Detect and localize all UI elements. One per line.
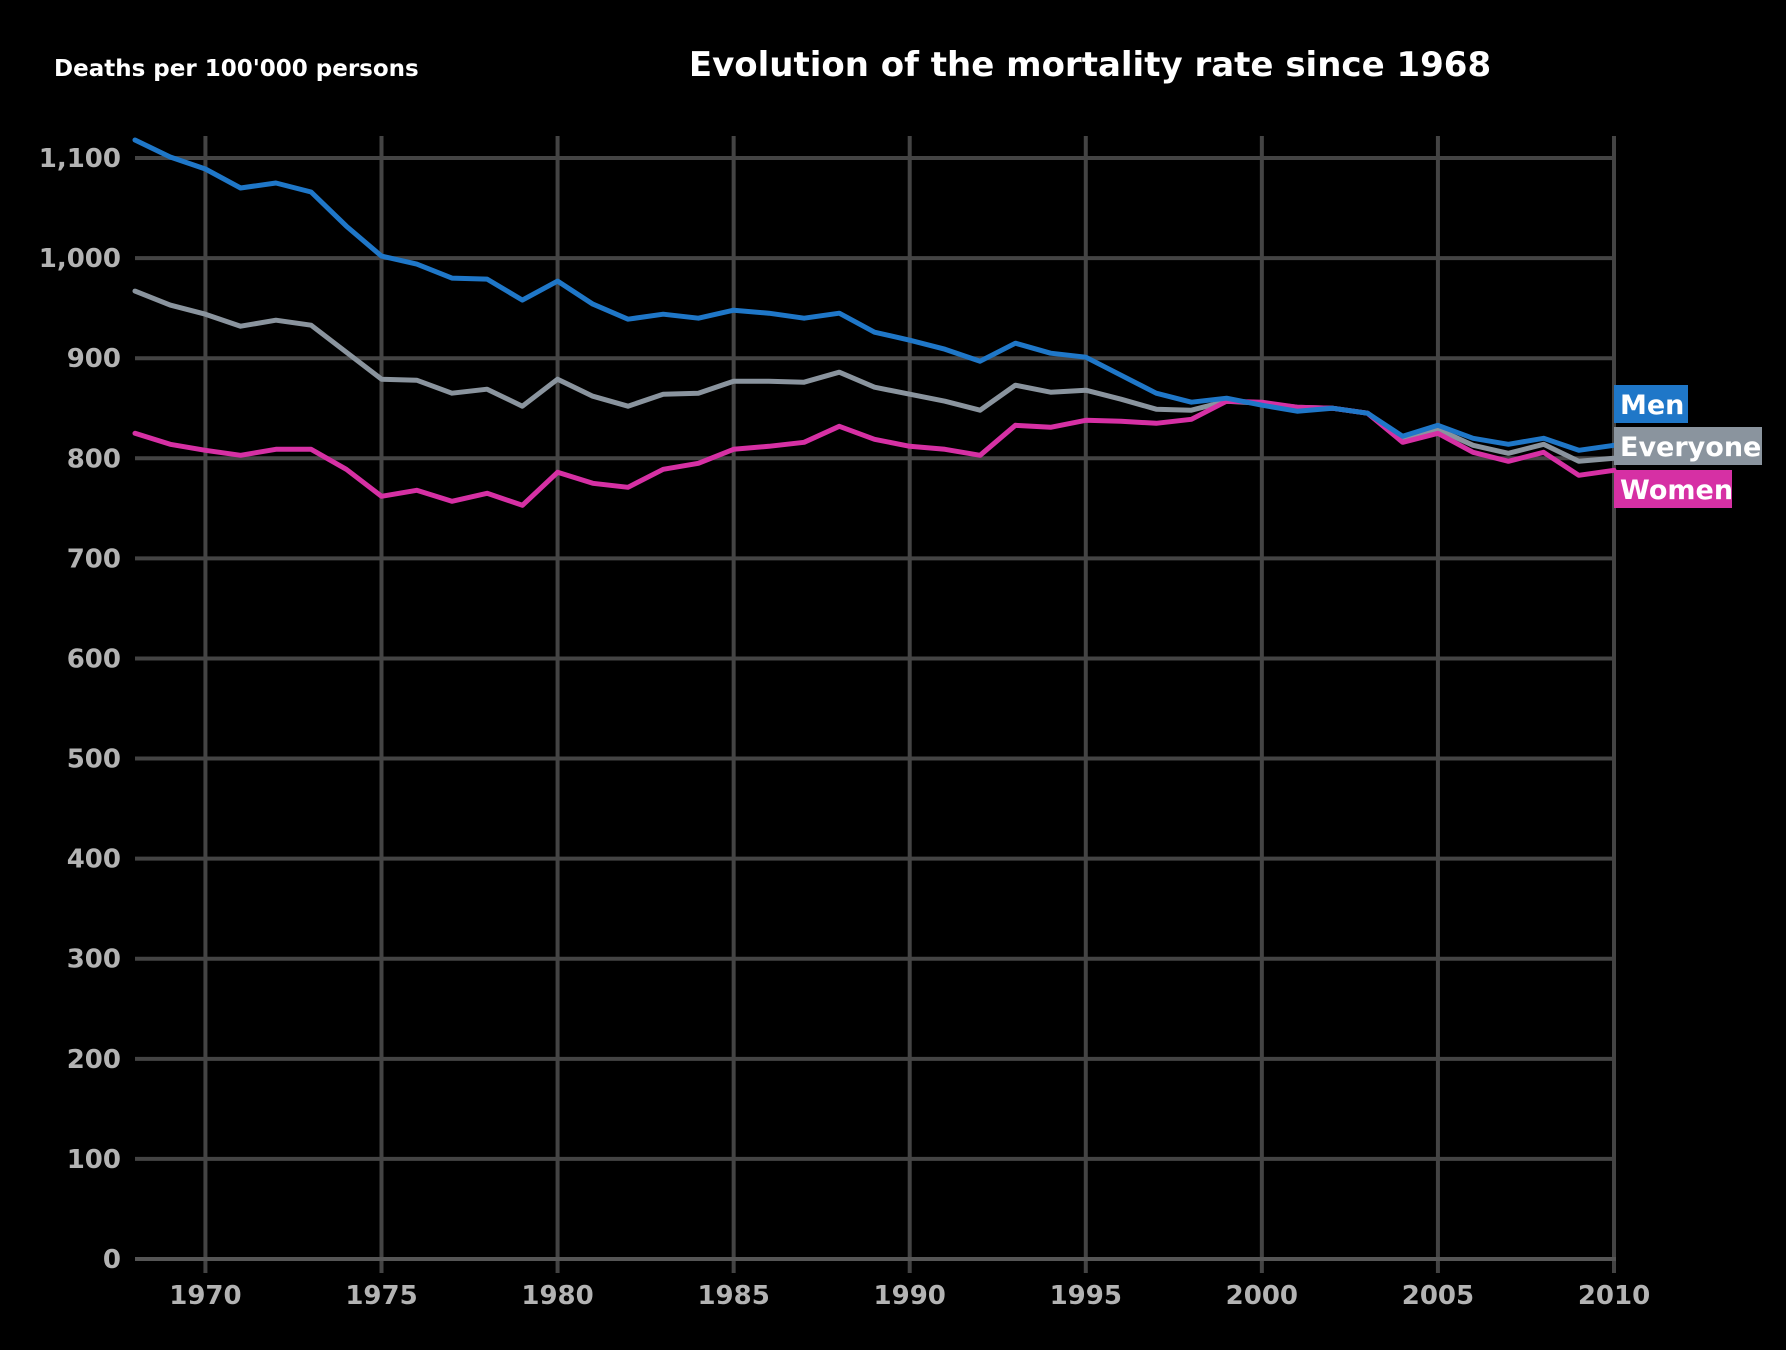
y-axis-label: Deaths per 100'000 persons	[54, 56, 419, 82]
y-tick-label: 1,000	[39, 244, 121, 274]
series-label-women: Women	[1620, 475, 1733, 506]
series-line-men	[132, 137, 1617, 453]
x-tick-label: 2010	[1578, 1281, 1650, 1311]
y-tick-label: 800	[67, 444, 121, 474]
x-tick-label: 1970	[169, 1281, 241, 1311]
x-tick-label: 2000	[1226, 1281, 1298, 1311]
y-tick-label: 400	[67, 845, 121, 875]
series-line-women	[132, 398, 1617, 508]
series-end-labels: Men Everyone Women	[1614, 385, 1762, 508]
y-tick-label: 0	[103, 1245, 121, 1275]
y-tick-label: 300	[67, 945, 121, 975]
x-tick-label: 1995	[1050, 1281, 1122, 1311]
series-label-box-everyone	[1614, 427, 1762, 465]
series-label-everyone: Everyone	[1620, 432, 1761, 463]
y-tick-label: 500	[67, 745, 121, 775]
y-tick-label: 1,100	[39, 144, 121, 174]
y-tick-label: 600	[67, 644, 121, 674]
series-label-men: Men	[1620, 390, 1684, 421]
y-tick-label: 100	[67, 1145, 121, 1175]
series-label-box-men	[1614, 385, 1688, 423]
x-tick-label: 1975	[345, 1281, 417, 1311]
x-tick-label: 1980	[521, 1281, 593, 1311]
series-lines	[132, 137, 1617, 508]
x-tick-label: 1985	[697, 1281, 769, 1311]
y-tick-label: 700	[67, 544, 121, 574]
y-tick-label: 900	[67, 344, 121, 374]
x-tick-label: 1990	[874, 1281, 946, 1311]
axes: 0 100 200 300 400 500 600 700 800 900 1,000 1,100 19…	[39, 144, 1650, 1311]
x-tick-label: 2005	[1402, 1281, 1474, 1311]
series-label-box-women	[1614, 470, 1732, 508]
chart-title: Evolution of the mortality rate since 19…	[689, 45, 1491, 85]
grid	[135, 136, 1616, 1273]
y-tick-label: 200	[67, 1045, 121, 1075]
